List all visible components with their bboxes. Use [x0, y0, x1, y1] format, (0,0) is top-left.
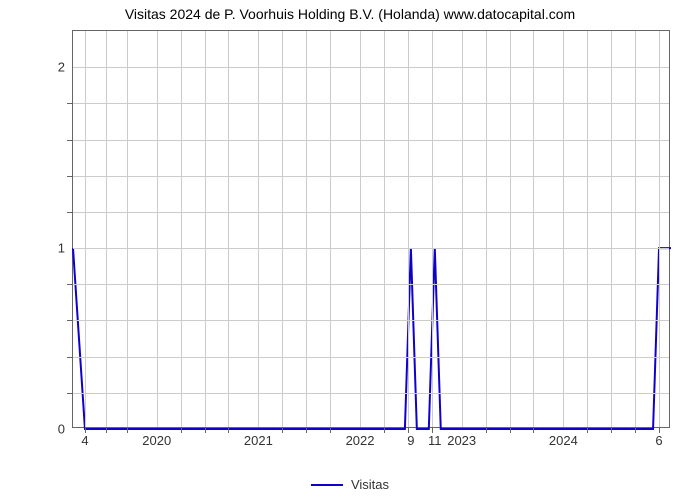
x-minor-tick — [587, 427, 588, 433]
x-minor-tick — [181, 427, 182, 433]
y-minor-tick — [67, 357, 73, 358]
grid-horizontal-minor — [73, 140, 669, 141]
x-spike-label: 4 — [81, 433, 88, 448]
grid-vertical-minor — [659, 31, 660, 427]
grid-horizontal-minor — [73, 357, 669, 358]
y-minor-tick — [67, 212, 73, 213]
chart-title: Visitas 2024 de P. Voorhuis Holding B.V.… — [0, 6, 700, 22]
x-spike-label: 6 — [655, 433, 662, 448]
line-series — [73, 31, 671, 429]
grid-horizontal-minor — [73, 176, 669, 177]
grid-vertical-minor — [384, 31, 385, 427]
grid-vertical — [157, 31, 158, 427]
grid-horizontal-minor — [73, 103, 669, 104]
grid-horizontal-minor — [73, 284, 669, 285]
x-minor-tick — [635, 427, 636, 433]
x-minor-tick — [611, 427, 612, 433]
grid-vertical-minor — [587, 31, 588, 427]
x-minor-tick — [306, 427, 307, 433]
x-tick-label: 2020 — [142, 433, 171, 448]
plot-area: 2020202120222023202449116012 — [72, 30, 670, 428]
x-tick-label: 2023 — [447, 433, 476, 448]
grid-horizontal-minor — [73, 212, 669, 213]
legend-swatch — [311, 484, 343, 486]
x-spike-label: 9 — [407, 433, 414, 448]
grid-vertical-minor — [205, 31, 206, 427]
x-minor-tick — [533, 427, 534, 433]
chart-container: { "chart": { "type": "line", "title": "V… — [0, 0, 700, 500]
grid-vertical-minor — [306, 31, 307, 427]
legend: Visitas — [311, 477, 389, 492]
grid-vertical-minor — [635, 31, 636, 427]
y-tick-label: 1 — [58, 240, 65, 255]
x-spike-label: 11 — [428, 433, 442, 448]
x-minor-tick — [127, 427, 128, 433]
x-minor-tick — [486, 427, 487, 433]
x-minor-tick — [205, 427, 206, 433]
x-minor-tick — [330, 427, 331, 433]
x-minor-tick — [384, 427, 385, 433]
y-minor-tick — [67, 103, 73, 104]
grid-vertical — [258, 31, 259, 427]
grid-vertical-minor — [181, 31, 182, 427]
grid-horizontal — [73, 67, 669, 68]
grid-vertical-minor — [85, 31, 86, 427]
y-tick-label: 0 — [58, 422, 65, 437]
y-minor-tick — [67, 284, 73, 285]
grid-horizontal — [73, 248, 669, 249]
y-minor-tick — [67, 140, 73, 141]
grid-vertical-minor — [282, 31, 283, 427]
grid-vertical-minor — [106, 31, 107, 427]
grid-vertical — [360, 31, 361, 427]
x-minor-tick — [228, 427, 229, 433]
x-minor-tick — [106, 427, 107, 433]
legend-label: Visitas — [351, 477, 389, 492]
grid-vertical — [563, 31, 564, 427]
grid-vertical-minor — [486, 31, 487, 427]
grid-horizontal-minor — [73, 393, 669, 394]
y-tick-label: 2 — [58, 60, 65, 75]
y-minor-tick — [67, 393, 73, 394]
grid-horizontal-minor — [73, 320, 669, 321]
y-minor-tick — [67, 320, 73, 321]
y-minor-tick — [67, 176, 73, 177]
series-polyline — [73, 248, 671, 429]
grid-vertical-minor — [330, 31, 331, 427]
x-minor-tick — [282, 427, 283, 433]
grid-vertical-minor — [408, 31, 409, 427]
grid-vertical-minor — [611, 31, 612, 427]
grid-vertical-minor — [228, 31, 229, 427]
grid-vertical-minor — [127, 31, 128, 427]
grid-vertical — [462, 31, 463, 427]
grid-vertical-minor — [533, 31, 534, 427]
grid-vertical-minor — [432, 31, 433, 427]
x-tick-label: 2021 — [244, 433, 273, 448]
x-tick-label: 2024 — [549, 433, 578, 448]
x-tick-label: 2022 — [346, 433, 375, 448]
x-minor-tick — [510, 427, 511, 433]
grid-vertical-minor — [510, 31, 511, 427]
